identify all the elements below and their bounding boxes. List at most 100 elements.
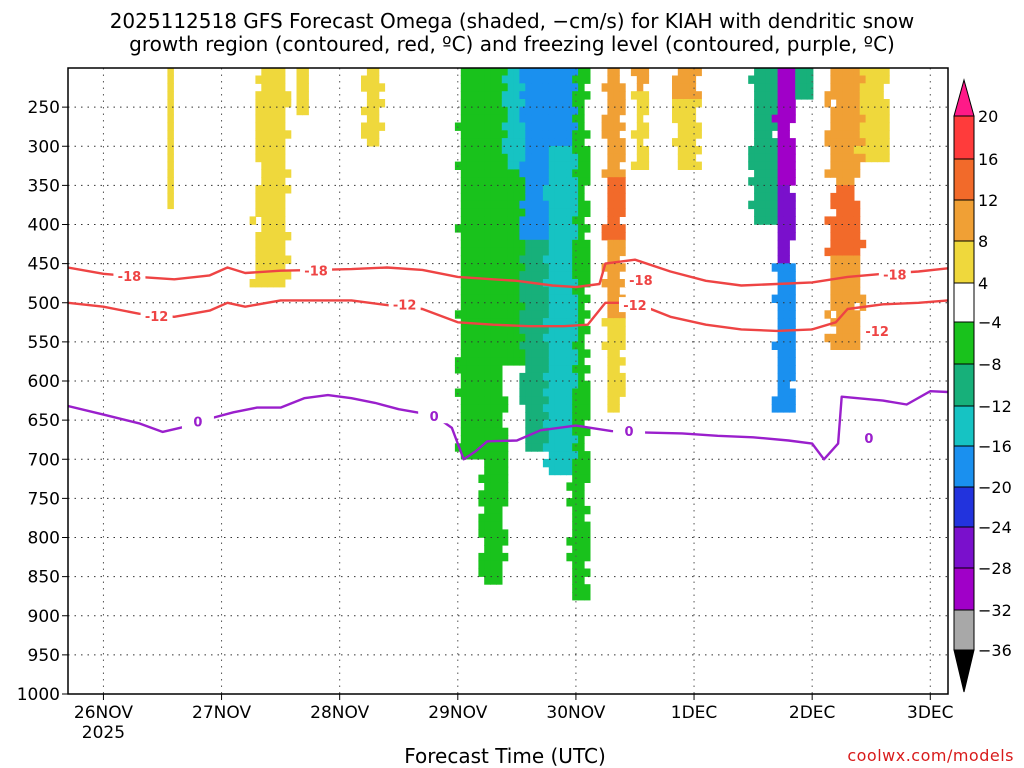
omega-cell [883,99,890,108]
omega-cell [507,271,515,280]
omega-cell [490,153,497,163]
omega-cell [572,99,579,108]
omega-cell [496,310,503,319]
omega-cell [554,239,562,249]
omega-cell [484,537,491,546]
contour-label-bg [852,430,885,446]
omega-cell [560,271,567,280]
omega-cell [642,122,650,131]
omega-cell [519,68,526,77]
omega-cell [501,294,509,303]
omega-cell [255,279,262,288]
omega-cell [525,239,532,249]
omega-cell [777,169,785,178]
omega-cell [683,161,691,170]
omega-cell [848,216,855,225]
omega-cell [361,122,368,131]
omega-cell [525,372,532,382]
omega-cell [542,239,550,249]
omega-cell [777,239,785,249]
omega-cell [261,169,268,178]
omega-cell [584,255,591,264]
omega-cell [519,83,526,92]
omega-cell [273,208,280,217]
omega-cell [531,185,538,194]
omega-cell [484,419,491,429]
omega-cell [754,122,761,131]
omega-cell [607,114,614,124]
omega-cell [548,208,556,217]
omega-cell [783,146,790,155]
omega-cell [672,91,679,100]
omega-cell [548,185,556,194]
omega-cell [167,161,174,170]
omega-cell [501,138,509,147]
omega-cell [542,333,550,343]
omega-cell [578,271,585,280]
omega-cell [361,83,368,92]
omega-cell [507,216,515,225]
omega-cell [777,380,785,390]
omega-cell [278,146,286,155]
omega-cell [584,177,591,186]
omega-cell [783,341,790,350]
colorbar-cap-top [953,78,975,117]
omega-cell [531,286,538,296]
omega-cell [460,114,468,124]
omega-cell [472,333,479,343]
omega-cell [830,302,837,311]
omega-cell [267,130,274,139]
omega-cell [542,146,550,155]
omega-cell [478,239,485,249]
omega-cell [542,106,550,116]
omega-cell [566,91,573,100]
omega-cell [771,177,779,186]
omega-cell [501,482,509,491]
omega-cell [572,388,579,397]
omega-cell [578,341,585,350]
omega-cell [554,83,562,92]
omega-cell [865,114,873,124]
omega-cell [777,75,785,84]
omega-cell [513,325,521,335]
omega-cell [513,318,521,327]
omega-cell [548,216,556,225]
omega-cell [842,239,849,249]
omega-cell [466,271,474,280]
omega-cell [525,75,532,84]
omega-cell [783,68,790,77]
omega-cell [531,357,538,366]
omega-cell [566,294,573,303]
omega-cell [496,294,503,303]
omega-cell [519,216,526,225]
omega-cell [496,247,503,257]
omega-cell [836,325,843,335]
omega-cell [830,224,837,233]
omega-cell [460,177,468,186]
omega-cell [560,185,567,194]
omega-cell [278,239,286,249]
omega-cell [584,161,591,170]
omega-cell [836,83,843,92]
omega-cell [548,153,556,163]
omega-cell [783,185,790,194]
omega-cell [531,216,538,225]
omega-cell [548,388,556,397]
omega-cell [513,83,521,92]
omega-cell [760,106,767,116]
omega-cell [853,341,861,350]
omega-cell [548,412,556,421]
omega-cell [484,279,491,288]
omega-cell [478,513,485,523]
omega-cell [607,169,614,178]
omega-cell [853,161,861,170]
omega-cell [566,302,573,311]
omega-cell [478,388,485,397]
omega-cell [554,68,562,77]
omega-cell [754,192,761,202]
omega-cell [859,146,867,155]
omega-cell [572,177,579,186]
omega-cell [572,75,579,84]
omega-cell [484,192,491,202]
omega-cell [478,255,485,264]
